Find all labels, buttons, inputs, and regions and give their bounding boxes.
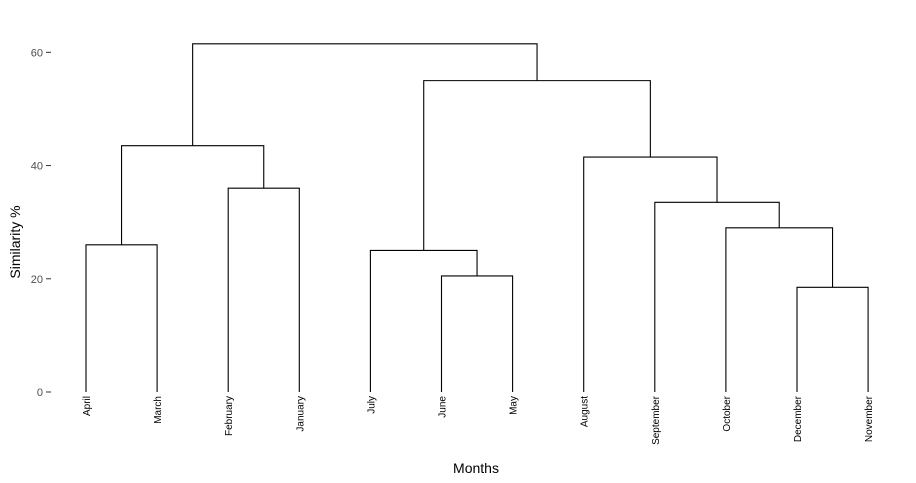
leaf-label-october: October	[722, 395, 733, 431]
leaf-label-april: April	[82, 396, 93, 416]
merge-branch-9	[583, 156, 718, 392]
merge-branch-6	[796, 286, 869, 392]
leaf-label-november: November	[864, 395, 875, 442]
leaf-label-september: September	[651, 395, 662, 445]
merge-branch-4	[440, 275, 514, 392]
y-axis-title: Similarity %	[7, 205, 23, 278]
merge-branch-2	[227, 187, 300, 392]
leaf-label-december: December	[793, 395, 804, 442]
leaf-label-july: July	[366, 396, 377, 414]
merge-branch-5	[369, 249, 478, 392]
merge-branch-1	[85, 244, 158, 392]
y-tick-label-20: 20	[31, 274, 43, 286]
leaf-label-may: May	[509, 396, 520, 415]
merge-branch-8	[654, 201, 780, 392]
y-tick-label-60: 60	[31, 47, 43, 59]
merge-branch-10	[423, 80, 651, 251]
merge-branch-7	[725, 227, 834, 392]
dendrogram-branches	[85, 43, 869, 392]
y-tick-label-40: 40	[31, 161, 43, 173]
leaf-label-february: February	[224, 396, 235, 436]
y-axis: 0 20 40 60	[31, 47, 51, 399]
y-tick-label-0: 0	[37, 387, 43, 399]
leaf-label-august: August	[580, 396, 591, 427]
x-axis-title: Months	[453, 460, 499, 476]
merge-branch-11	[192, 43, 538, 146]
leaf-labels: April March February January July June May Augu…	[82, 395, 875, 445]
leaf-label-january: January	[295, 396, 306, 432]
merge-branch-3	[121, 145, 265, 245]
leaf-label-march: March	[153, 396, 164, 424]
leaf-label-june: June	[438, 396, 449, 418]
